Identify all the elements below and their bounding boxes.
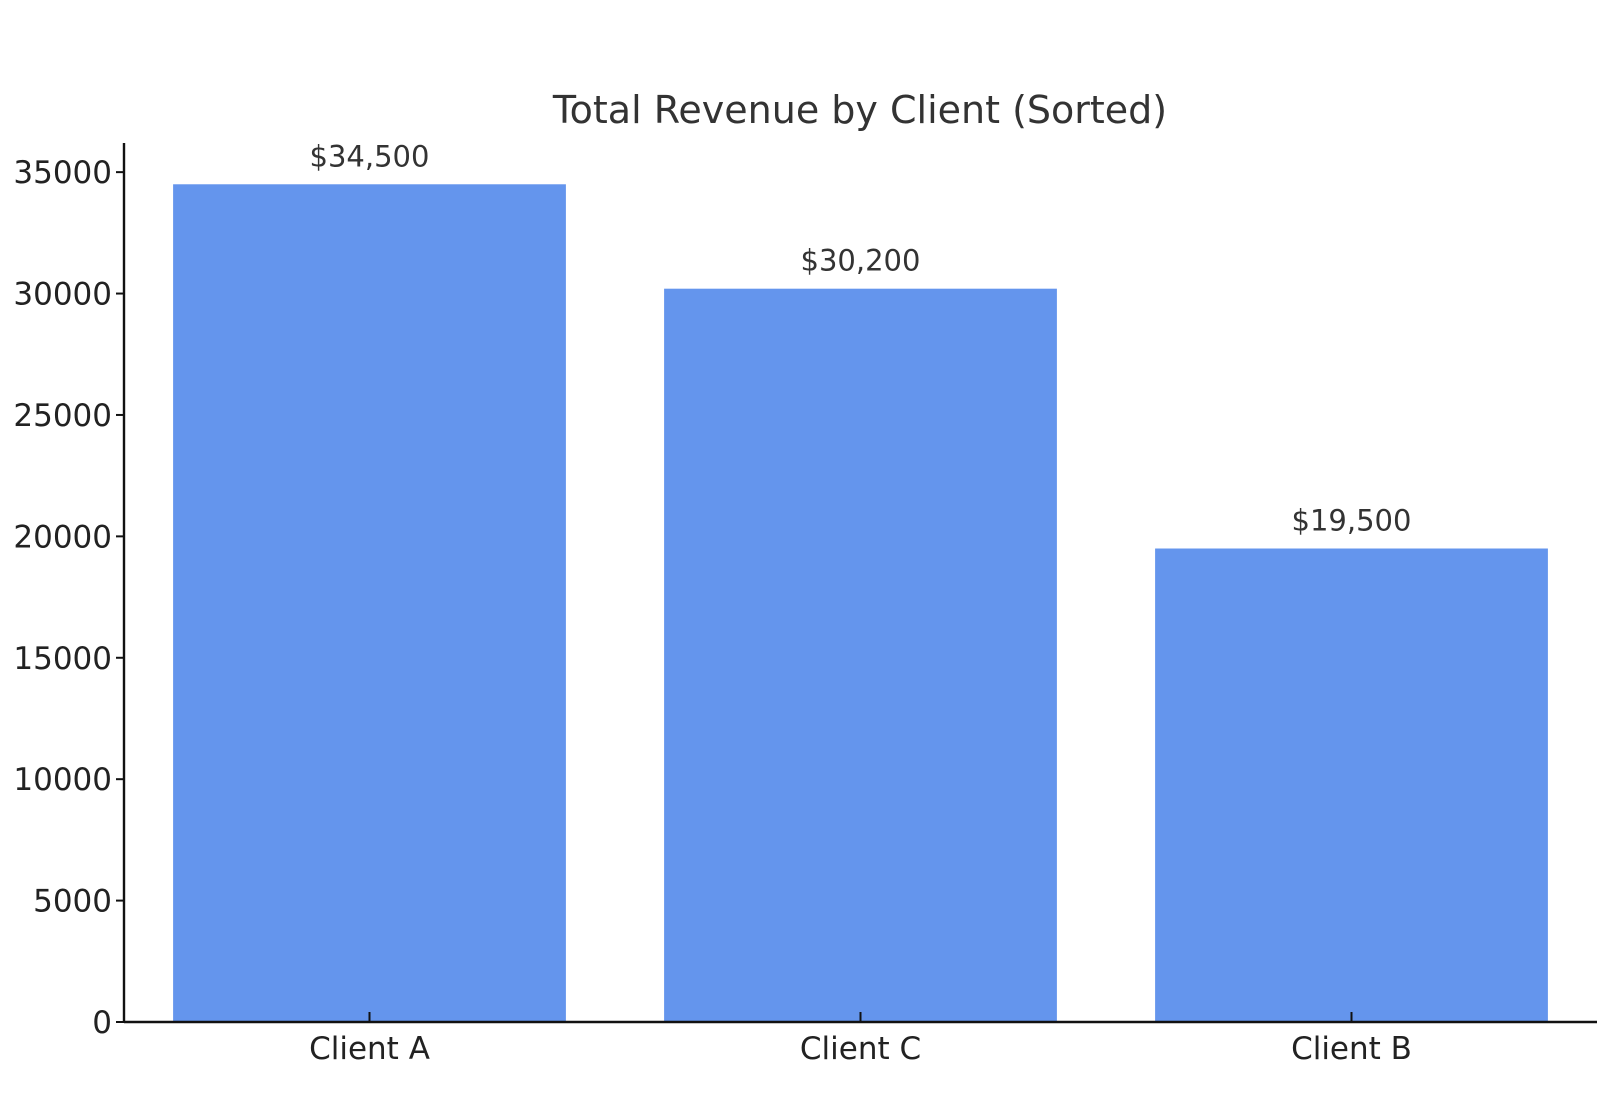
- value-label: $19,500: [1292, 504, 1412, 538]
- y-tick-label: 0: [92, 1005, 112, 1041]
- bars-group: [173, 184, 1548, 1023]
- y-tick-label: 20000: [13, 519, 112, 555]
- x-tick-label: Client B: [1291, 1031, 1412, 1067]
- x-tick-label: Client C: [800, 1031, 921, 1067]
- x-tick-label: Client A: [309, 1031, 430, 1067]
- value-label: $30,200: [801, 244, 921, 278]
- bar-client-c: [664, 288, 1057, 1022]
- bar-client-b: [1155, 548, 1548, 1022]
- value-label: $34,500: [310, 139, 430, 173]
- y-axis: 0 5000 10000 15000 20000 25000 30000 35000: [13, 143, 126, 1041]
- value-labels-group: $34,500 $30,200 $19,500: [310, 139, 1412, 537]
- y-tick-label: 25000: [13, 398, 112, 434]
- bar-client-a: [173, 184, 566, 1023]
- y-tick-label: 30000: [13, 277, 112, 313]
- y-tick-label: 35000: [13, 155, 112, 191]
- y-tick-label: 5000: [33, 884, 112, 920]
- x-axis: Client A Client C Client B: [124, 1012, 1597, 1067]
- y-tick-label: 10000: [13, 762, 112, 798]
- y-tick-label: 15000: [13, 641, 112, 677]
- chart-title: Total Revenue by Client (Sorted): [552, 88, 1167, 132]
